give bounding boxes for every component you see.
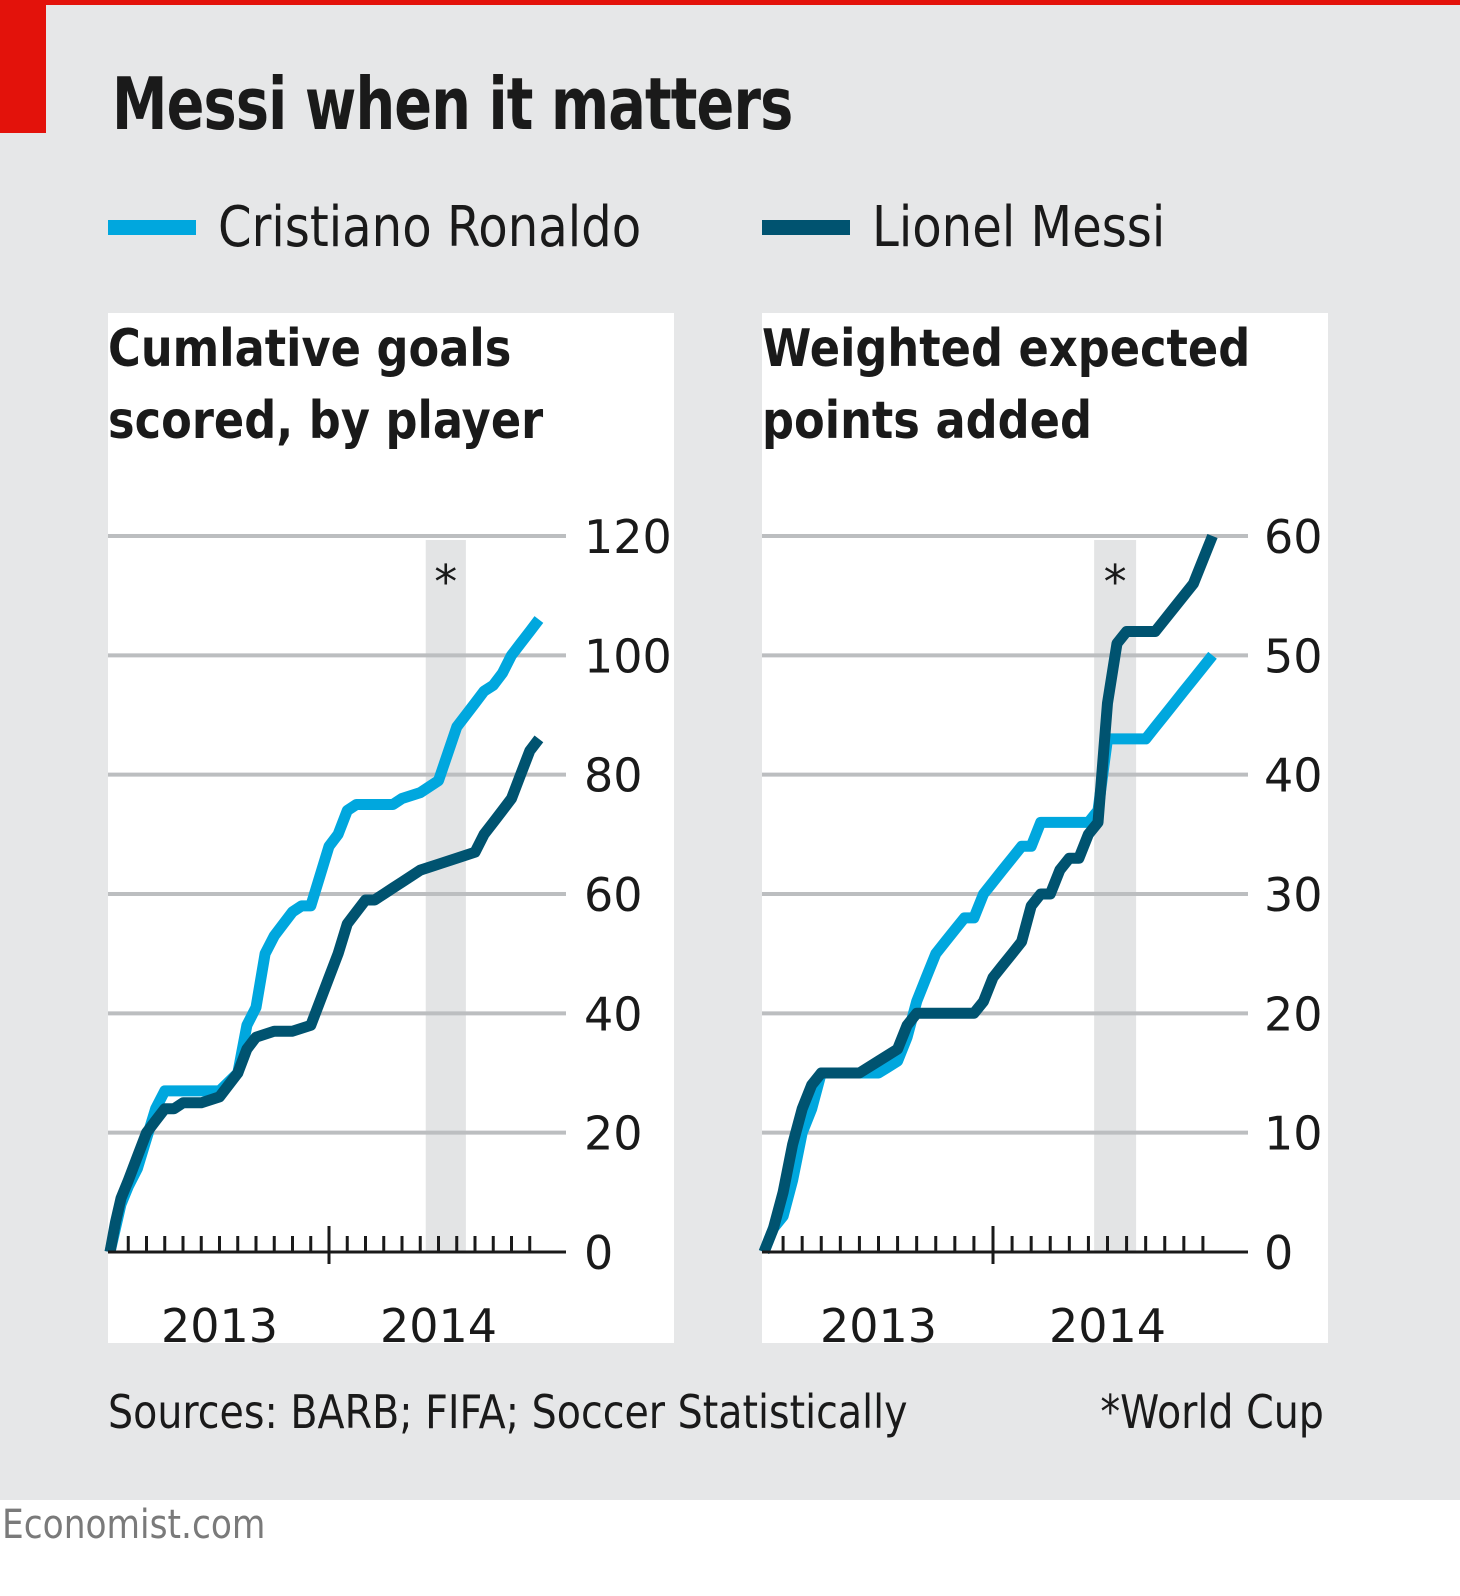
series-line-cristiano-ronaldo — [758, 651, 1217, 1255]
chart-frame: Messi when it matters Cristiano Ronaldo … — [0, 0, 1460, 1500]
y-tick-label: 60 — [584, 868, 643, 922]
x-tick-label: 2013 — [161, 1299, 278, 1353]
y-tick-label: 50 — [1264, 629, 1323, 683]
legend-label-ronaldo: Cristiano Ronaldo — [218, 194, 642, 260]
chart-title: Messi when it matters — [112, 62, 793, 146]
brand-red-tab — [0, 0, 46, 133]
panel-expected-points: Weighted expected points added — [762, 313, 1328, 1343]
source-note: Sources: BARB; FIFA; Soccer Statisticall… — [108, 1385, 908, 1439]
y-tick-label: 20 — [584, 1107, 643, 1161]
x-tick-label: 2014 — [1049, 1299, 1166, 1353]
panel-title-line: scored, by player — [108, 391, 544, 451]
y-tick-label: 120 — [584, 510, 672, 564]
legend-swatch-ronaldo — [108, 219, 196, 235]
top-rule — [0, 0, 1460, 5]
series-line-cristiano-ronaldo — [104, 616, 544, 1254]
legend-item-ronaldo: Cristiano Ronaldo — [108, 192, 710, 262]
legend-label-messi: Lionel Messi — [872, 194, 1166, 260]
legend-item-messi: Lionel Messi — [762, 192, 1213, 262]
y-tick-label: 0 — [1264, 1226, 1293, 1280]
x-tick-label: 2014 — [380, 1299, 497, 1353]
panel-cumulative-goals: Cumlative goals scored, by player — [108, 313, 674, 1343]
panel-title-line: points added — [762, 391, 1093, 451]
world-cup-marker: * — [1104, 555, 1127, 609]
panel-title-expected-points: Weighted expected points added — [762, 313, 1250, 457]
footnote-world-cup: *World Cup — [1100, 1385, 1324, 1439]
chart-cumulative-goals: * 0 20 40 60 80 100 120 2013 2014 — [104, 510, 672, 1353]
y-tick-label: 30 — [1264, 868, 1323, 922]
series-line-lionel-messi — [104, 735, 544, 1253]
chart-expected-points: * 0 10 20 30 40 50 60 2013 2014 — [758, 510, 1323, 1353]
series-line-lionel-messi — [758, 533, 1218, 1255]
y-tick-label: 20 — [1264, 987, 1323, 1041]
panel-title-cumulative-goals: Cumlative goals scored, by player — [108, 313, 543, 457]
y-tick-label: 10 — [1264, 1107, 1323, 1161]
y-tick-label: 40 — [584, 987, 643, 1041]
panel-title-line: Weighted expected — [762, 319, 1251, 379]
y-tick-label: 100 — [584, 629, 672, 683]
y-tick-label: 60 — [1264, 510, 1323, 564]
legend-swatch-messi — [762, 219, 850, 235]
y-tick-label: 0 — [584, 1226, 613, 1280]
brand-credit: Economist.com — [2, 1502, 266, 1548]
y-tick-label: 80 — [584, 749, 643, 803]
panel-title-line: Cumlative goals — [108, 319, 512, 379]
x-tick-label: 2013 — [820, 1299, 937, 1353]
y-tick-label: 40 — [1264, 749, 1323, 803]
world-cup-marker: * — [434, 555, 457, 609]
